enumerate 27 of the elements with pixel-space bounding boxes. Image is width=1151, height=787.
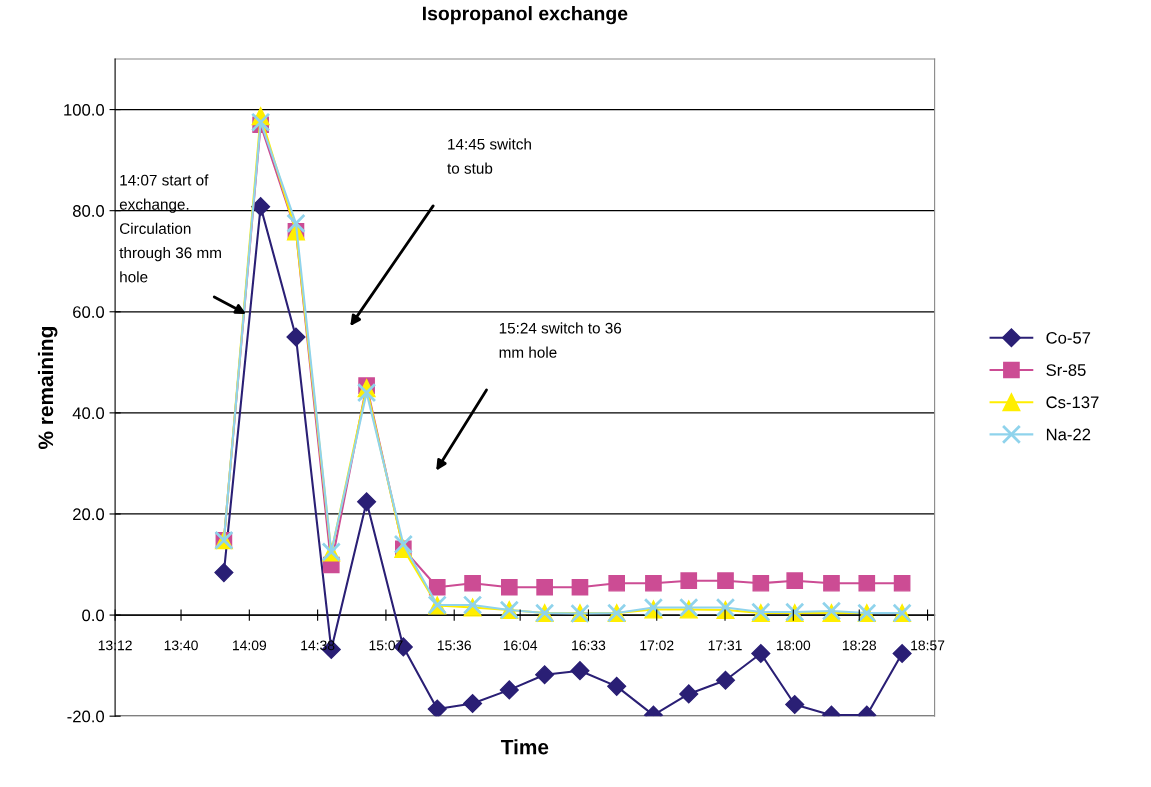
annotation: 14:07 start of exchange. Circulation through 36 mm hole (119, 174, 221, 283)
x-axis-title: Time (500, 739, 549, 755)
x-tick-label: 18:57 (911, 640, 945, 651)
y-tick-label: 80.0 (72, 205, 105, 217)
legend-label: Sr-85 (1046, 364, 1086, 376)
x-tick-label: 16:04 (503, 640, 538, 651)
annotation: 14:45 switch to stub (447, 138, 531, 174)
annotation: 15:24 switch to 36 mm hole (499, 322, 622, 358)
x-tick-label: 14:09 (233, 640, 267, 651)
chart-title: Isopropanol exchange (422, 6, 628, 25)
x-tick-label: 15:36 (437, 640, 471, 651)
y-tick-label: 20.0 (73, 508, 105, 521)
x-tick-label: 16:33 (572, 640, 606, 651)
legend-label: Co-57 (1046, 331, 1091, 344)
x-tick-label: 17:02 (640, 640, 674, 651)
x-tick-label: 18:00 (777, 640, 811, 651)
legend-label: Na-22 (1046, 428, 1091, 441)
y-tick-label: 100.0 (64, 103, 105, 116)
y-tick-label: 0.0 (82, 609, 105, 622)
x-tick-label: 18:28 (842, 640, 877, 651)
y-axis-title: % remaining (37, 327, 58, 450)
x-tick-label: 17:31 (708, 640, 742, 651)
y-tick-label: 40.0 (72, 407, 105, 420)
x-tick-label: 13:40 (164, 640, 198, 651)
y-tick-label: 60.0 (73, 306, 105, 318)
y-tick-label: -20.0 (67, 710, 105, 723)
legend-label: Cs-137 (1046, 396, 1099, 409)
